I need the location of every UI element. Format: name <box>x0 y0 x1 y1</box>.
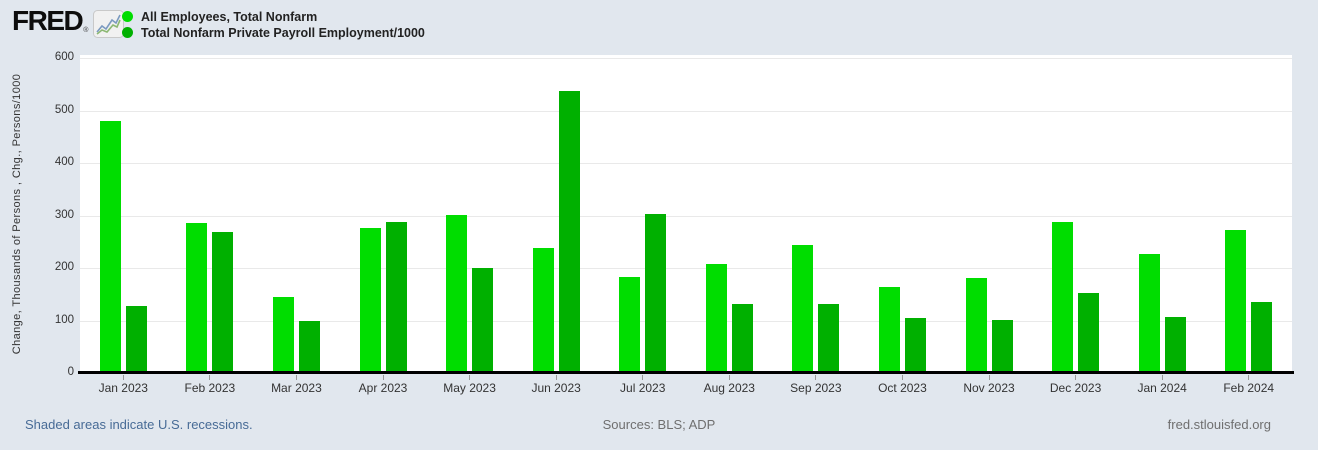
x-tick <box>901 375 903 380</box>
plot-area <box>80 55 1292 374</box>
x-axis-ticks <box>80 374 1292 381</box>
bar-nonfarm-aug-2023[interactable] <box>705 263 727 374</box>
footer: Shaded areas indicate U.S. recessions. S… <box>0 414 1318 438</box>
x-tick <box>815 375 817 380</box>
x-axis-label: Oct 2023 <box>878 381 927 395</box>
x-axis-label: Jun 2023 <box>531 381 581 395</box>
x-tick <box>988 375 990 380</box>
x-tick <box>1075 375 1077 380</box>
x-tick <box>469 375 471 380</box>
footer-recession-note-link[interactable]: Shaded areas indicate U.S. recessions. <box>25 417 253 432</box>
x-axis-line <box>78 371 1294 374</box>
x-axis-label: May 2023 <box>443 381 496 395</box>
gridline <box>80 163 1292 164</box>
x-tick <box>555 375 557 380</box>
bar-adp-mar-2023[interactable] <box>298 320 320 374</box>
x-axis-label: Nov 2023 <box>963 381 1015 395</box>
gridline <box>80 58 1292 59</box>
y-tick-label: 100 <box>54 313 74 326</box>
bar-nonfarm-feb-2023[interactable] <box>186 223 208 374</box>
y-tick-label: 500 <box>54 103 74 116</box>
y-axis-title: Change, Thousands of Persons , Chg., Per… <box>11 73 23 355</box>
bar-nonfarm-dec-2023[interactable] <box>1052 221 1074 374</box>
bar-adp-aug-2023[interactable] <box>731 304 753 374</box>
bar-nonfarm-jul-2023[interactable] <box>619 277 641 374</box>
x-axis-label: Jul 2023 <box>620 381 666 395</box>
legend: All Employees, Total Nonfarm Total Nonfar… <box>122 9 425 41</box>
fred-logo-text: FRED <box>12 5 84 36</box>
y-tick-label: 400 <box>54 156 74 168</box>
gridline <box>80 320 1292 322</box>
legend-dot-icon <box>122 27 133 38</box>
x-axis-label: Sep 2023 <box>790 381 842 395</box>
bar-adp-oct-2023[interactable] <box>904 317 926 374</box>
x-tick <box>122 375 124 380</box>
footer-site-link[interactable]: fred.stlouisfed.org <box>1167 417 1271 432</box>
x-axis-label: Dec 2023 <box>1049 381 1102 395</box>
x-tick <box>382 375 384 380</box>
y-tick-label: 300 <box>54 208 74 221</box>
bar-nonfarm-may-2023[interactable] <box>446 214 468 374</box>
bar-adp-feb-2023[interactable] <box>212 232 234 374</box>
registered-mark-icon: ® <box>83 27 89 34</box>
y-tick-label: 200 <box>54 261 74 273</box>
bar-nonfarm-sep-2023[interactable] <box>792 244 814 374</box>
x-axis-label: Feb 2023 <box>184 381 236 395</box>
x-tick <box>1161 375 1163 380</box>
bar-nonfarm-mar-2023[interactable] <box>272 297 294 374</box>
bar-nonfarm-jan-2024[interactable] <box>1138 253 1160 374</box>
gridline <box>80 110 1292 112</box>
bar-adp-nov-2023[interactable] <box>991 319 1013 374</box>
bar-adp-feb-2024[interactable] <box>1251 301 1273 374</box>
bar-adp-sep-2023[interactable] <box>818 303 840 374</box>
x-axis-label: Mar 2023 <box>271 381 322 395</box>
x-axis-labels: Jan 2023 Feb 2023 Mar 2023 Apr 2023 May 2023… <box>80 381 1292 397</box>
x-tick <box>1248 375 1250 380</box>
bar-adp-jun-2023[interactable] <box>558 91 580 374</box>
bar-adp-dec-2023[interactable] <box>1078 292 1100 374</box>
legend-dot-icon <box>122 11 133 22</box>
y-tick-label: 600 <box>54 51 74 63</box>
x-axis-label: Jan 2023 <box>98 381 148 395</box>
legend-item-label: All Employees, Total Nonfarm <box>141 9 318 24</box>
x-axis-label: Feb 2024 <box>1223 381 1275 395</box>
footer-sources: Sources: BLS; ADP <box>602 417 716 432</box>
x-axis-label: Jan 2024 <box>1137 381 1187 395</box>
bar-adp-jan-2024[interactable] <box>1164 317 1186 374</box>
fred-logo-chart-icon <box>93 10 125 43</box>
bar-nonfarm-jan-2023[interactable] <box>99 120 121 374</box>
legend-item: Total Nonfarm Private Payroll Employment… <box>122 25 425 40</box>
legend-item-label: Total Nonfarm Private Payroll Employment… <box>141 25 425 40</box>
bar-adp-apr-2023[interactable] <box>385 222 407 374</box>
x-axis-label: Apr 2023 <box>358 381 408 395</box>
x-tick <box>209 375 211 380</box>
bar-adp-jan-2023[interactable] <box>125 305 147 374</box>
y-tick-label: 0 <box>67 366 74 378</box>
fred-logo[interactable]: FRED ® <box>12 5 125 43</box>
gridline <box>80 215 1292 217</box>
gridline <box>80 268 1292 269</box>
bar-nonfarm-jun-2023[interactable] <box>532 248 554 374</box>
bar-nonfarm-apr-2023[interactable] <box>359 228 381 374</box>
x-tick <box>642 375 644 380</box>
bar-adp-jul-2023[interactable] <box>645 214 667 374</box>
x-tick <box>295 375 297 380</box>
y-tick-labels: 0 100 200 300 400 500 600 <box>28 51 74 378</box>
bar-nonfarm-oct-2023[interactable] <box>878 287 900 374</box>
x-tick <box>728 375 730 380</box>
bar-nonfarm-feb-2024[interactable] <box>1225 229 1247 374</box>
bar-adp-may-2023[interactable] <box>472 268 494 374</box>
bar-nonfarm-nov-2023[interactable] <box>965 278 987 374</box>
legend-item: All Employees, Total Nonfarm <box>122 9 425 24</box>
x-axis-label: Aug 2023 <box>703 381 755 395</box>
